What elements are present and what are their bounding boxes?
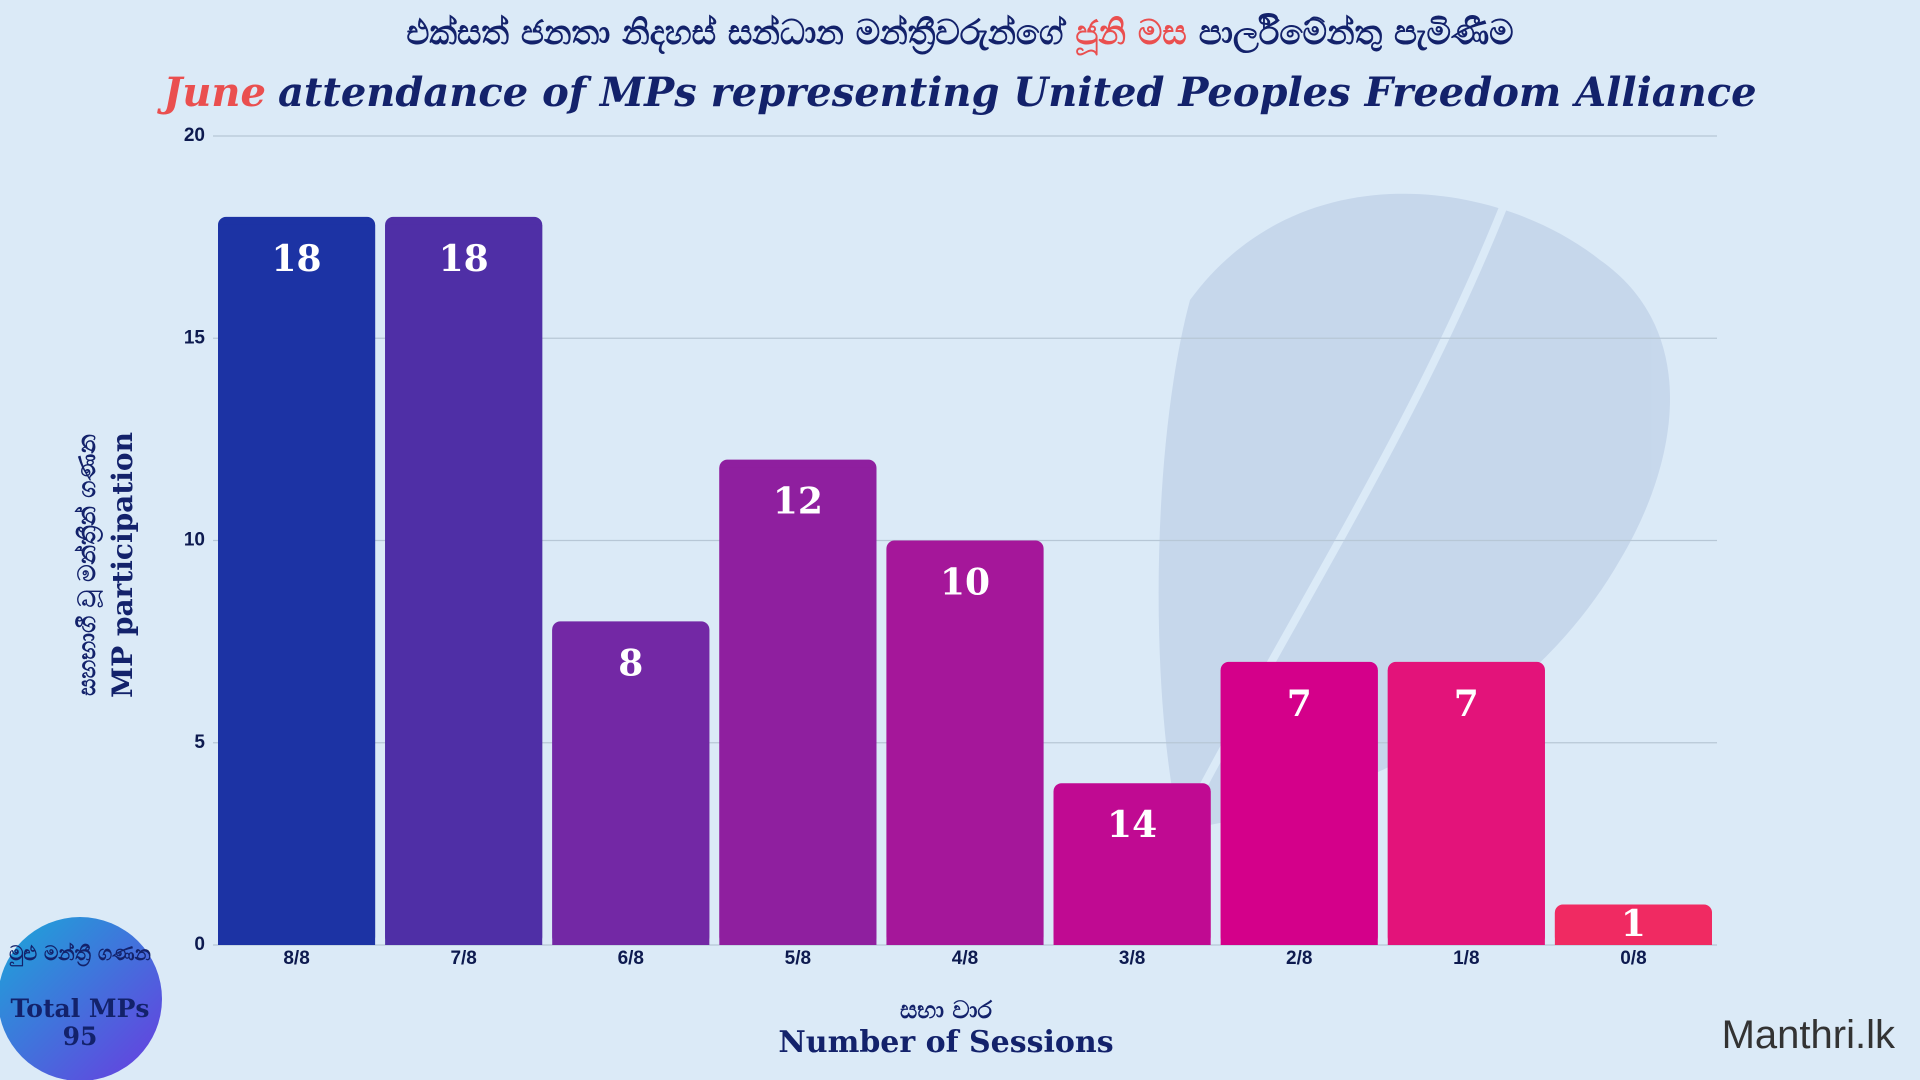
value-label: 10 <box>940 562 990 604</box>
x-tick-label: 4/8 <box>952 948 978 969</box>
value-label: 7 <box>1454 683 1479 725</box>
x-tick-label: 1/8 <box>1453 948 1479 969</box>
total-label-si: මුළු මන්ත්‍රී ගණන <box>9 941 151 968</box>
bar-base <box>886 548 1044 945</box>
y-tick-label: 20 <box>184 125 205 146</box>
bar-base <box>218 224 376 945</box>
x-label-en: Number of Sessions <box>778 1025 1113 1060</box>
value-label: 18 <box>272 238 322 280</box>
bar-base <box>719 467 877 945</box>
x-tick-label: 3/8 <box>1119 948 1145 969</box>
bar-base <box>1554 912 1712 945</box>
total-badge <box>0 917 162 1080</box>
title-part: ජූනි මස <box>1075 13 1186 56</box>
y-tick-label: 10 <box>184 530 205 551</box>
bar-base <box>1387 669 1545 945</box>
y-tick-label: 15 <box>184 327 206 348</box>
value-label: 14 <box>1107 804 1157 846</box>
logo: Manthri.lk <box>1722 1013 1896 1057</box>
total-label-en: Total MPs <box>11 994 150 1023</box>
y-label-si: සහභාගී වූ මන්ත්‍රීන් ගණන <box>72 434 103 696</box>
value-label: 18 <box>439 238 489 280</box>
x-tick-label: 6/8 <box>618 948 644 969</box>
title-part: attendance of MPs representing United Pe… <box>278 69 1757 116</box>
title-part: June <box>156 69 266 116</box>
x-label-si: සභා වාර <box>900 995 993 1024</box>
title-si: එක්සත් ජනතා නිදහස් සන්ධාන මන්ත්‍රීවරුන්ග… <box>406 12 1513 56</box>
x-tick-label: 8/8 <box>283 948 309 969</box>
bar-base <box>552 629 710 945</box>
x-tick-label: 0/8 <box>1620 948 1646 969</box>
value-label: 12 <box>773 481 823 523</box>
x-tick-label: 7/8 <box>450 948 476 969</box>
value-label: 7 <box>1287 683 1312 725</box>
value-label: 8 <box>618 642 643 684</box>
bar-base <box>1220 669 1378 945</box>
title-part: පාර්ලිමේන්තු පැමිණීම <box>1199 12 1514 54</box>
x-tick-label: 5/8 <box>785 948 811 969</box>
y-tick-label: 5 <box>194 732 205 753</box>
bar-base <box>385 224 543 945</box>
y-tick-label: 0 <box>194 934 205 955</box>
y-label-en: MP participation <box>106 432 139 698</box>
bar-base <box>1053 791 1211 945</box>
title-part: එක්සත් ජනතා නිදහස් සන්ධාන මන්ත්‍රීවරුන්ග… <box>406 13 1066 55</box>
total-value: 95 <box>63 1022 98 1051</box>
value-label: 1 <box>1621 903 1646 945</box>
title-en: June attendance of MPs representing Unite… <box>156 69 1756 116</box>
x-tick-label: 2/8 <box>1286 948 1312 969</box>
